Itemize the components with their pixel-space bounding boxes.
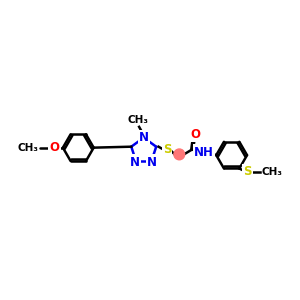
Text: N: N: [130, 156, 140, 169]
Text: N: N: [147, 156, 157, 169]
Text: O: O: [50, 141, 59, 154]
Circle shape: [174, 149, 185, 160]
Text: S: S: [244, 165, 252, 178]
Text: N: N: [139, 131, 149, 144]
Text: NH: NH: [194, 146, 214, 159]
Text: CH₃: CH₃: [17, 143, 38, 153]
Text: CH₃: CH₃: [128, 115, 149, 124]
Text: O: O: [190, 128, 200, 141]
Text: S: S: [163, 143, 171, 156]
Text: CH₃: CH₃: [262, 167, 283, 177]
